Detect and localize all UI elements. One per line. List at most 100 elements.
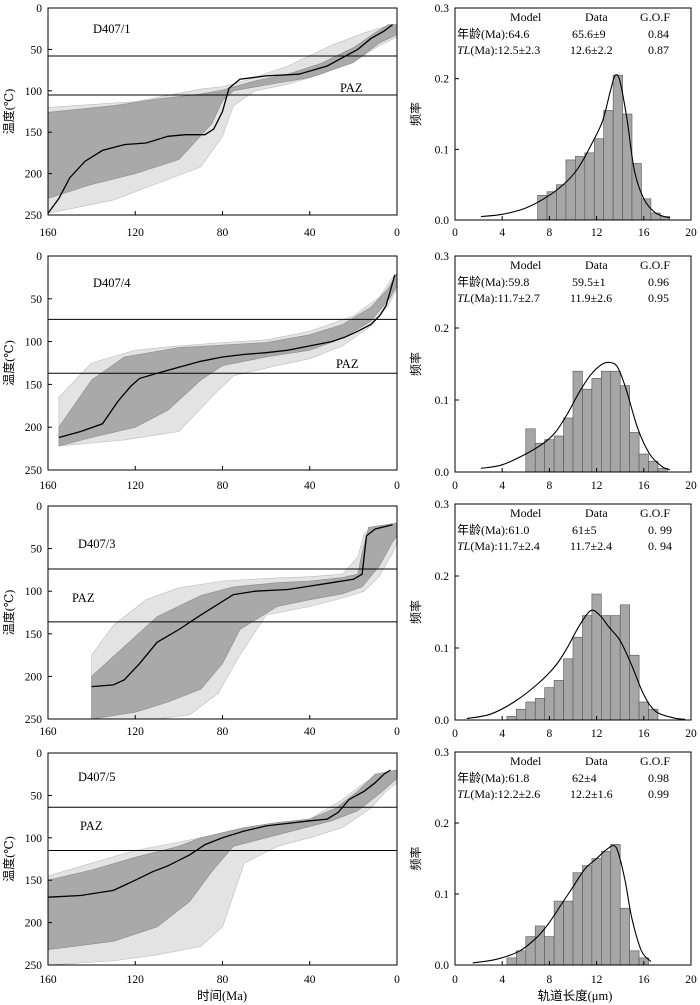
y-tick-label: 0.0	[435, 960, 450, 972]
histogram-bar	[506, 957, 517, 966]
histogram-bar	[650, 212, 661, 221]
histogram-bar	[610, 843, 621, 966]
x-tick-label: 0	[452, 480, 458, 492]
y-tick-label: 100	[25, 86, 43, 98]
x-tick-label: 120	[127, 726, 145, 738]
temperature-axis-label: 温度(℃)	[1, 590, 16, 635]
x-tick-label: 0	[452, 227, 458, 239]
plot-frame	[454, 503, 692, 721]
sample-label: D407/5	[78, 770, 116, 784]
histogram-bar	[544, 439, 555, 473]
histogram-bar	[544, 936, 555, 966]
histogram-bar	[537, 194, 548, 221]
y-tick-label: 50	[31, 790, 43, 802]
stats-header: Model	[510, 258, 542, 272]
y-tick-label: 0.2	[435, 323, 450, 335]
y-tick-label: 200	[25, 422, 43, 434]
x-tick-label: 8	[547, 728, 553, 740]
age-data-value: 61±5	[572, 523, 597, 537]
age-model-value: 年龄(Ma):59.8	[457, 275, 529, 289]
histogram-bar	[556, 184, 567, 221]
x-tick-label: 80	[217, 974, 229, 986]
thermal-history-panel: 0 50 100 150 200 250 160 120 80 40 0 D407/5 PAZ 温度(℃)	[1, 748, 400, 986]
x-tick-label: 12	[591, 728, 603, 740]
histogram-bar	[553, 435, 564, 473]
track-length-panel: 0.0 0.1 0.2 0.3 0 4 8 12 16 20 频率 Model Data G.O.F 年龄(…	[408, 747, 697, 986]
sample-label: D407/1	[93, 22, 131, 36]
y-tick-label: 0	[36, 501, 42, 513]
y-tick-label: 0.2	[435, 818, 450, 830]
tl-italic: TL	[457, 787, 471, 801]
histogram-bar	[516, 708, 527, 721]
x-tick-label: 0	[394, 227, 400, 239]
good-fit-envelope	[48, 769, 397, 951]
good-fit-envelope	[48, 24, 397, 199]
tl-data-value: 12.2±1.6	[570, 787, 613, 801]
age-data-value: 62±4	[572, 771, 597, 785]
temperature-axis-label: 温度(℃)	[1, 340, 16, 385]
y-tick-label: 200	[25, 671, 43, 683]
age-model-value: 年龄(Ma):64.6	[457, 27, 529, 41]
tl-italic: TL	[457, 43, 471, 57]
age-model-value: 年龄(Ma):61.0	[457, 523, 529, 537]
y-tick-label: 0.2	[435, 571, 450, 583]
x-tick-label: 20	[685, 480, 697, 492]
tl-model-value: TL(Ma):12.2±2.6	[457, 787, 540, 801]
histogram-bar	[648, 460, 659, 473]
model-fit-curve	[480, 74, 670, 219]
histogram-bar	[591, 858, 602, 966]
x-tick-label: 16	[638, 974, 650, 986]
x-tick-label: 160	[39, 974, 57, 986]
histogram-bar	[601, 370, 612, 473]
x-tick-label: 40	[304, 227, 316, 239]
sample-label: D407/4	[93, 276, 131, 290]
histogram-bar	[612, 74, 623, 221]
stats-header: Model	[510, 506, 542, 520]
tl-rest: (Ma):12.5±2.3	[470, 43, 540, 57]
histogram-bar	[584, 152, 595, 221]
histogram-bar	[610, 370, 621, 473]
x-tick-label: 0	[394, 480, 400, 492]
histogram-bar	[601, 615, 612, 721]
histogram-bar	[619, 385, 630, 473]
histogram-bar	[619, 907, 630, 966]
y-tick-label: 50	[31, 294, 43, 306]
model-fit-curve	[480, 361, 671, 471]
tl-model-value: TL(Ma):11.7±2.7	[457, 291, 540, 305]
paz-label: PAZ	[336, 357, 358, 371]
x-tick-label: 4	[499, 974, 505, 986]
y-tick-label: 0.2	[435, 74, 450, 86]
x-tick-label: 12	[591, 480, 603, 492]
x-tick-label: 0	[394, 726, 400, 738]
x-tick-label: 16	[638, 480, 650, 492]
frequency-axis-label: 频率	[408, 600, 423, 624]
x-tick-label: 80	[217, 227, 229, 239]
tl-rest: (Ma):11.7±2.7	[470, 291, 539, 305]
y-tick-label: 150	[25, 875, 43, 887]
tl-gof-value: 0.87	[648, 43, 669, 57]
age-gof-value: 0.98	[648, 771, 669, 785]
y-tick-label: 0.0	[435, 215, 450, 227]
plot-area	[58, 272, 397, 447]
y-tick-label: 250	[25, 714, 43, 726]
tl-gof-value: 0.99	[648, 787, 669, 801]
x-tick-label: 8	[547, 974, 553, 986]
y-tick-label: 200	[25, 169, 43, 181]
y-tick-label: 150	[25, 127, 43, 139]
x-tick-label: 16	[638, 728, 650, 740]
paz-label: PAZ	[72, 591, 94, 605]
track-length-panel: 0.0 0.1 0.2 0.3 0 4 8 12 16 20 频率 Model Data G.O.F 年龄(…	[408, 499, 697, 740]
x-tick-label: 120	[127, 227, 145, 239]
paz-label: PAZ	[340, 81, 362, 95]
histogram-bar	[601, 851, 612, 966]
x-tick-label: 40	[304, 726, 316, 738]
y-tick-label: 0	[36, 3, 42, 15]
histogram-bar	[563, 658, 574, 721]
x-tick-label: 20	[685, 227, 697, 239]
stats-header: Model	[510, 754, 542, 768]
histogram-bar	[544, 687, 555, 721]
best-fit-path	[48, 24, 393, 214]
paz-label: PAZ	[80, 819, 102, 833]
y-tick-label: 0.0	[435, 715, 450, 727]
